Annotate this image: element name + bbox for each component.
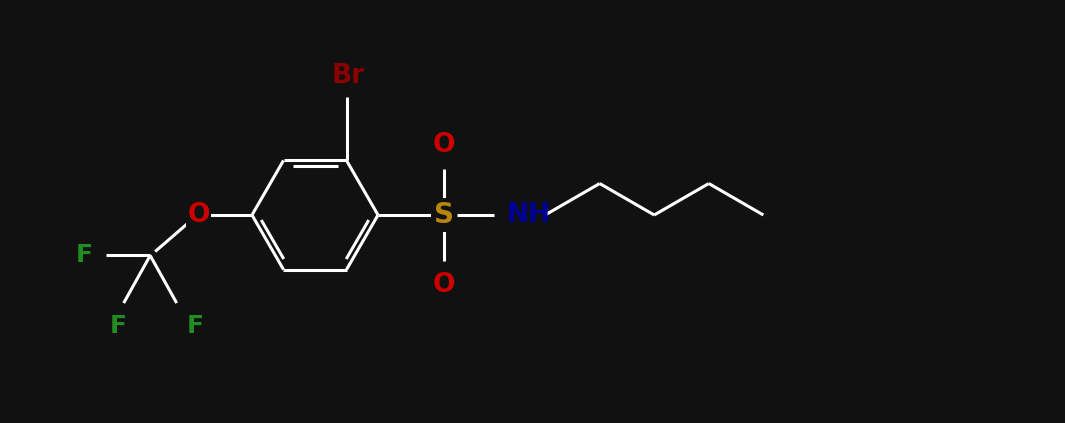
Text: F: F (186, 314, 203, 338)
Text: F: F (110, 314, 127, 338)
Text: O: O (432, 132, 456, 157)
Text: O: O (432, 272, 456, 299)
Text: F: F (76, 244, 93, 267)
Text: NH: NH (507, 202, 551, 228)
Text: Br: Br (332, 63, 365, 89)
Text: O: O (187, 202, 210, 228)
Text: S: S (435, 201, 454, 229)
